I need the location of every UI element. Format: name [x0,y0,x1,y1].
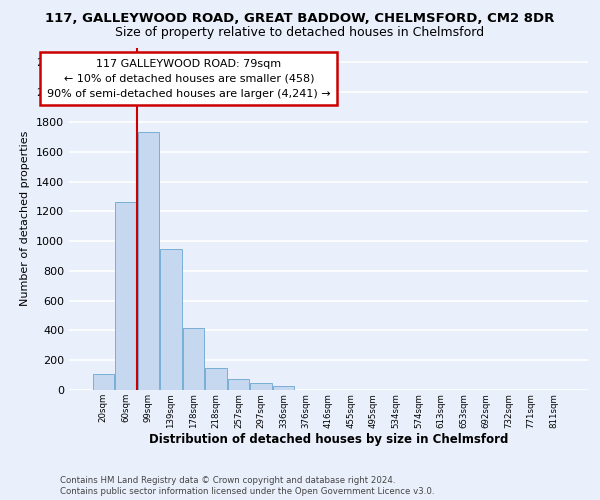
Text: Distribution of detached houses by size in Chelmsford: Distribution of detached houses by size … [149,432,508,446]
Bar [115,202,137,390]
Y-axis label: Number of detached properties: Number of detached properties [20,131,31,306]
Text: 117 GALLEYWOOD ROAD: 79sqm
← 10% of detached houses are smaller (458)
90% of sem: 117 GALLEYWOOD ROAD: 79sqm ← 10% of deta… [47,59,331,98]
Bar [92,374,114,390]
Bar [273,386,294,390]
Bar [160,248,182,390]
Text: Size of property relative to detached houses in Chelmsford: Size of property relative to detached ho… [115,26,485,39]
Bar [137,132,159,390]
Bar [250,384,272,390]
Bar [182,328,204,390]
Text: Contains HM Land Registry data © Crown copyright and database right 2024.: Contains HM Land Registry data © Crown c… [60,476,395,485]
Text: 117, GALLEYWOOD ROAD, GREAT BADDOW, CHELMSFORD, CM2 8DR: 117, GALLEYWOOD ROAD, GREAT BADDOW, CHEL… [46,12,554,26]
Text: Contains public sector information licensed under the Open Government Licence v3: Contains public sector information licen… [60,487,434,496]
Bar [205,368,227,390]
Bar [228,379,249,390]
